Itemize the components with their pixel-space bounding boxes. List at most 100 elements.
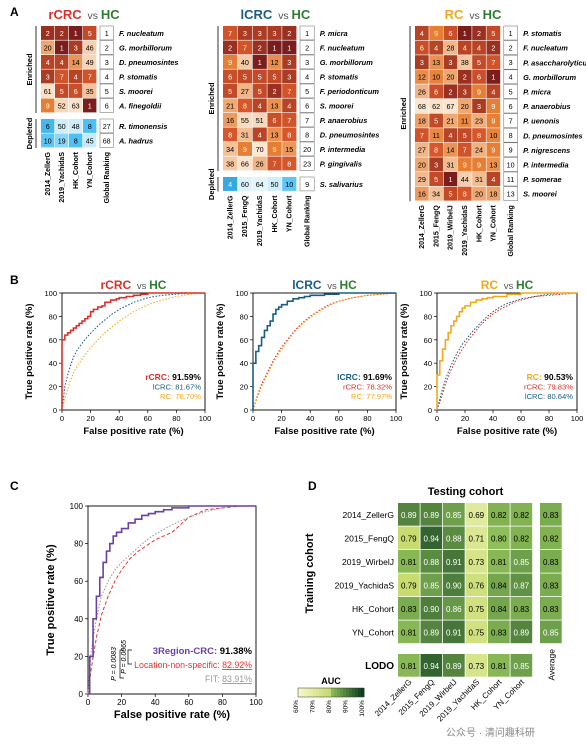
heatmap-cell — [41, 84, 55, 98]
panel-label-d: D — [308, 479, 317, 493]
heatmap-cell-value: 3 — [258, 29, 262, 38]
heatmap-cell-value: 23 — [475, 117, 483, 126]
heatmap-cell-value: 20 — [446, 73, 454, 82]
heatmap-cell — [299, 83, 315, 99]
taxon-label: P. anaerobius — [523, 102, 571, 111]
heatmap-cell-value: 11 — [432, 131, 439, 140]
heatmap-cell-value: 4 — [491, 175, 495, 184]
heatmap-cell — [267, 40, 282, 55]
heatmap-cell-value: 13 — [271, 130, 279, 139]
legend-title: AUC — [321, 676, 341, 686]
auc-legend-name: RC: — [351, 392, 366, 401]
heatmap-cell — [223, 26, 238, 40]
auc-legend-value: 79.83% — [547, 383, 573, 392]
auc-cell — [488, 573, 510, 597]
heatmap-cell — [486, 99, 501, 113]
heatmap-cell-value: 7 — [491, 58, 495, 67]
taxon-label: P. stomatis — [119, 73, 157, 82]
heatmap-cell-value: 40 — [241, 58, 249, 67]
heatmap-cell — [299, 176, 315, 192]
auc-cell-value: 0.85 — [514, 662, 530, 671]
heatmap-cell — [99, 83, 114, 99]
auc-cell-value: 0.83 — [514, 605, 530, 614]
heatmap-cell — [252, 142, 267, 156]
legend-swatch — [304, 688, 308, 697]
panel-c: 00 20 20 40 40 60 60 80 80 100 100 False positive r… — [45, 502, 263, 721]
heatmap-cell — [415, 157, 429, 172]
auc-cell-value: 0.83 — [543, 511, 559, 520]
heatmap-cell-value: 44 — [461, 175, 469, 184]
heatmap-cell-value: 1 — [105, 29, 109, 38]
heatmap-cell-value: 9 — [477, 87, 481, 96]
heatmap-cell — [443, 55, 458, 70]
y-axis-label: True positive rate (%) — [24, 303, 35, 399]
heatmap-cell — [443, 142, 458, 157]
heatmap-cell — [83, 26, 97, 40]
heatmap-cell-value: 49 — [86, 58, 94, 67]
auc-legend-entry: RC: 76.70% — [160, 392, 201, 401]
heatmap-cell — [83, 55, 97, 69]
heatmap-cell-value: 8 — [74, 136, 78, 145]
legend-swatch — [358, 688, 362, 697]
y-tick-label: 100 — [44, 289, 57, 298]
auc-cell — [510, 550, 533, 573]
heatmap-cell — [252, 40, 267, 55]
legend-swatch — [313, 688, 317, 697]
auc-legend-entry: lCRC: 80.64% — [525, 392, 573, 401]
heatmap-cell — [41, 98, 55, 113]
heatmap-cell — [429, 26, 443, 40]
heatmap-cell-value: 4 — [305, 72, 309, 81]
taxon-label: F. nucleatum — [523, 44, 568, 53]
heatmap-cell — [41, 119, 55, 133]
auc-legend-entry: 3Region-CRC: 91.38% — [153, 646, 253, 657]
heatmap-cell-value: 6 — [74, 87, 78, 96]
heatmap-cell-value: 2 — [273, 87, 277, 96]
heatmap-cell-value: 6 — [105, 101, 109, 110]
average-label: Average — [546, 649, 556, 681]
column-label: Global Ranking — [508, 205, 515, 256]
row-group-label: Enriched — [399, 97, 408, 130]
x-tick-label: 40 — [151, 698, 160, 707]
heatmap-cell — [237, 113, 252, 127]
heatmap-cell-value: 20 — [303, 145, 311, 154]
heatmap-cell — [415, 69, 429, 84]
panel-label-a: A — [10, 5, 19, 19]
taxon-label: G. morbillorum — [523, 73, 576, 82]
heatmap-cell-value: 50 — [58, 122, 66, 131]
heatmap-cell-value: 9 — [46, 101, 50, 110]
heatmap-cell — [457, 26, 472, 40]
taxon-label: S. moorei — [119, 87, 154, 96]
heatmap-cell — [237, 26, 252, 40]
heatmap-cell — [299, 141, 315, 157]
heatmap-cell — [237, 40, 252, 55]
heatmap-cell — [299, 156, 315, 171]
heatmap-cell — [267, 113, 282, 127]
heatmap-title-group: rCRC — [48, 7, 82, 22]
auc-cell-value: 0.81 — [401, 662, 417, 671]
heatmap-cell — [267, 127, 282, 142]
heatmap-cell-value: 4 — [477, 44, 481, 53]
heatmap-cell — [429, 69, 443, 84]
heatmap-cell-value: 1 — [258, 58, 262, 67]
auc-cell-value: 0.83 — [491, 628, 507, 637]
heatmap-cell-value: 68 — [418, 102, 426, 111]
heatmap-cell-value: 1 — [491, 73, 495, 82]
auc-cell — [398, 573, 420, 597]
heatmap-cell — [429, 186, 443, 201]
auc-legend-value: 90.53% — [544, 372, 573, 382]
heatmap-cell — [252, 69, 267, 84]
p-value-bracket — [119, 649, 124, 679]
auc-cell-value: 0.85 — [514, 558, 530, 567]
x-tick-label: 60 — [335, 414, 343, 423]
taxon-label: G. morbillorum — [320, 58, 373, 67]
auc-legend-value: 77.97% — [366, 392, 392, 401]
heatmap-cell-value: 29 — [418, 175, 426, 184]
training-cohort-label: 2019_YachidaS — [335, 580, 395, 590]
auc-cell-value: 0.82 — [514, 534, 530, 543]
heatmap-cell-value: 5 — [448, 190, 452, 199]
auc-cell-value: 0.81 — [401, 628, 417, 637]
legend-swatch — [346, 688, 350, 697]
heatmap-cell-value: 1 — [305, 29, 309, 38]
auc-cell — [443, 550, 465, 573]
legend-swatch — [328, 688, 332, 697]
